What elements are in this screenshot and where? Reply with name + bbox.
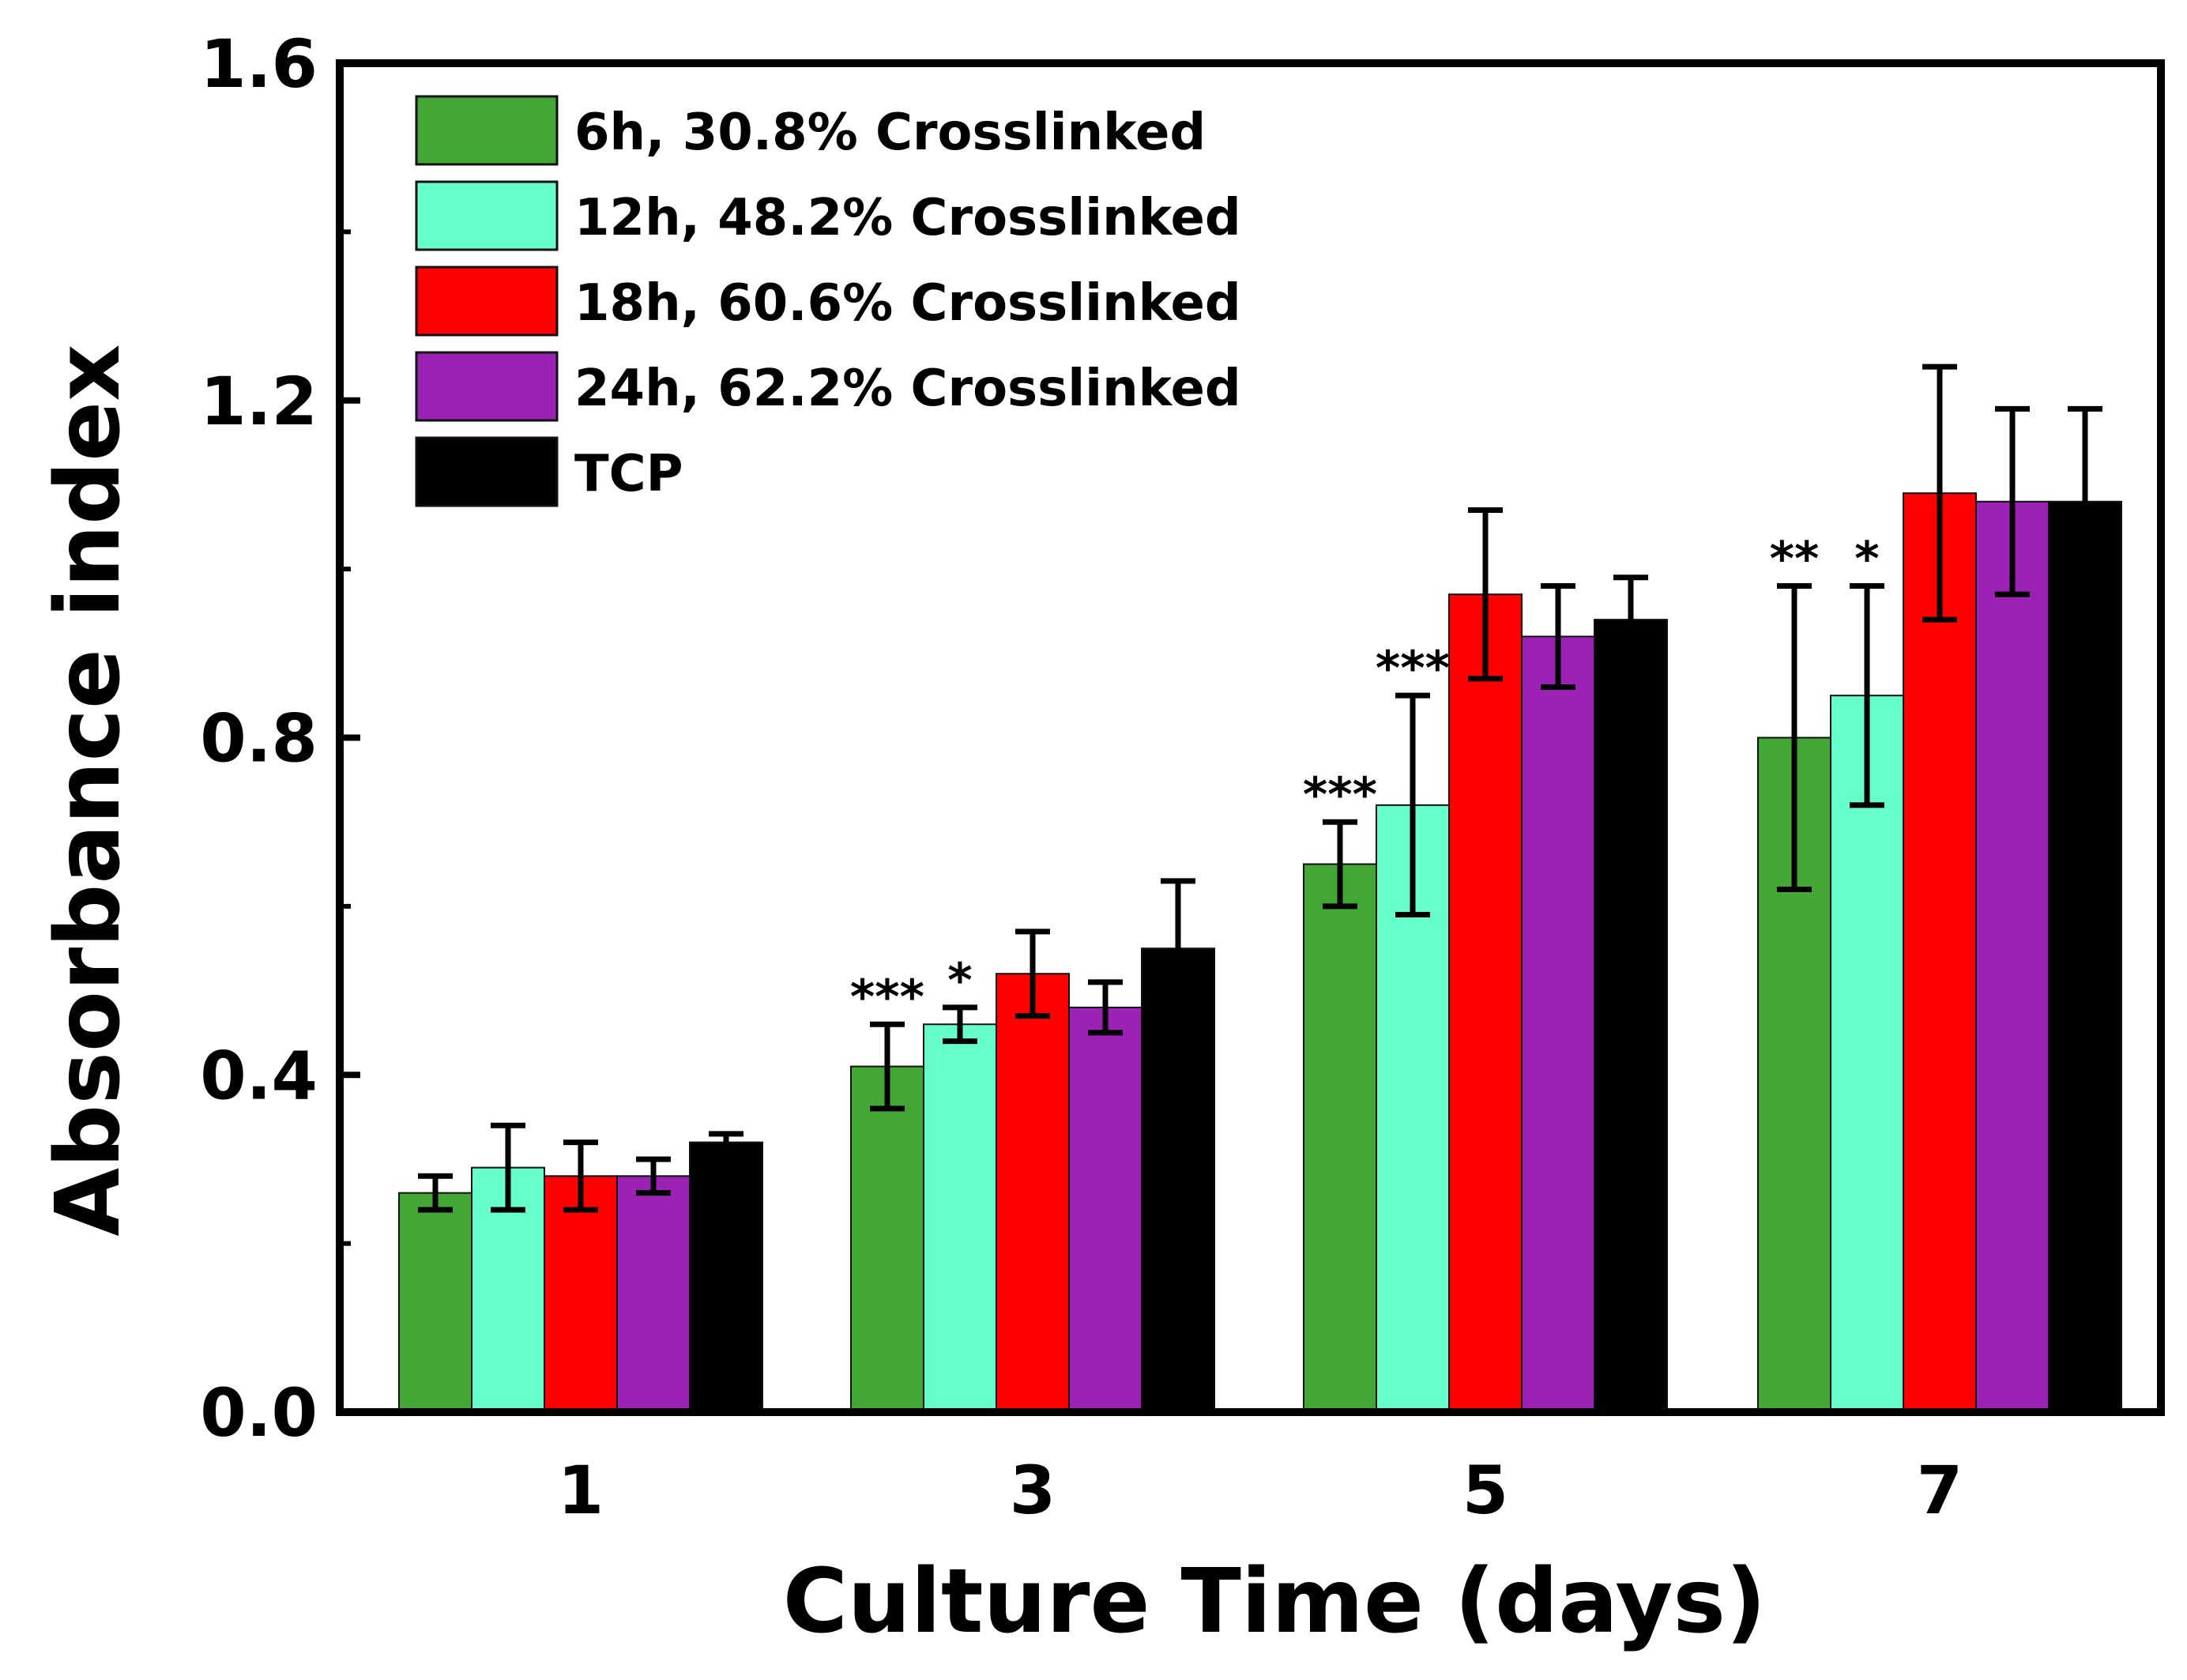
x-tick-label: 7 [1917, 1452, 1963, 1529]
error-bar-3-day-1 [563, 1139, 598, 1213]
significance-mark: * [947, 953, 972, 1008]
error-bar-1-day-3 [870, 1021, 905, 1112]
error-bar-4-day-5 [1541, 582, 1575, 690]
legend-label: 6h, 30.8% Crosslinked [574, 104, 1206, 162]
bar-4-day-7 [1975, 500, 2050, 1413]
x-tick-label: 5 [1462, 1452, 1508, 1529]
error-bar-5-day-1 [709, 1131, 743, 1154]
legend-item-3: 18h, 60.6% Crosslinked [415, 266, 1241, 337]
bar-3-day-3 [996, 973, 1070, 1413]
bar-5-day-1 [689, 1141, 763, 1413]
bar-4-day-5 [1521, 635, 1595, 1413]
x-tick-label: 3 [1010, 1452, 1056, 1529]
legend: 6h, 30.8% Crosslinked 12h, 48.2% Crosslin… [415, 95, 1241, 507]
error-bar-5-day-5 [1613, 574, 1648, 665]
legend-label: 12h, 48.2% Crosslinked [574, 189, 1241, 247]
bars-layer [398, 492, 2122, 1414]
bar-1-day-1 [398, 1192, 472, 1414]
error-bar-2-day-3 [943, 1004, 977, 1045]
legend-swatch [415, 436, 559, 507]
y-tick-label: 0.4 [200, 1037, 318, 1114]
y-axis-title: Absorbance index [37, 344, 140, 1236]
significance-mark: *** [1303, 767, 1377, 823]
legend-item-2: 12h, 48.2% Crosslinked [415, 180, 1241, 251]
significance-mark: *** [1376, 641, 1450, 696]
error-bar-3-day-7 [1922, 363, 1957, 623]
error-bar-2-day-5 [1395, 692, 1430, 918]
error-bar-5-day-3 [1161, 878, 1195, 1019]
legend-item-5: TCP [415, 436, 683, 507]
error-bars-layer [418, 363, 2102, 1213]
error-bar-4-day-1 [636, 1156, 671, 1196]
axes-layer: 0.0 0.4 0.8 1.2 1.6 1 3 5 7 [200, 25, 1963, 1529]
error-bar-1-day-5 [1323, 819, 1357, 910]
significance-mark: *** [850, 970, 924, 1025]
legend-swatch [415, 180, 559, 251]
error-bar-2-day-1 [491, 1122, 525, 1213]
significance-mark: * [1854, 531, 1879, 586]
significance-layer: ************* [850, 531, 1880, 1025]
legend-item-1: 6h, 30.8% Crosslinked [415, 95, 1206, 166]
legend-swatch [415, 351, 559, 422]
y-tick-label: 0.8 [200, 700, 318, 778]
error-bar-4-day-3 [1088, 979, 1123, 1036]
bar-3-day-7 [1903, 492, 1977, 1414]
error-bar-1-day-7 [1777, 582, 1812, 893]
error-bar-2-day-7 [1850, 582, 1884, 808]
error-bar-4-day-7 [1995, 405, 2030, 597]
legend-label: 18h, 60.6% Crosslinked [574, 274, 1241, 333]
error-bar-1-day-1 [418, 1173, 453, 1213]
y-tick-label: 1.6 [200, 25, 318, 103]
y-tick-label: 0.0 [200, 1374, 318, 1452]
x-tick-label: 1 [558, 1452, 604, 1529]
bar-5-day-3 [1141, 947, 1215, 1413]
bar-3-day-5 [1448, 593, 1523, 1413]
bar-2-day-7 [1830, 695, 1904, 1413]
legend-label: TCP [574, 445, 683, 503]
bar-2-day-3 [923, 1023, 997, 1414]
bar-5-day-5 [1594, 619, 1668, 1413]
legend-swatch [415, 95, 559, 166]
bar-5-day-7 [2048, 500, 2122, 1413]
bar-4-day-1 [616, 1175, 691, 1414]
bar-1-day-5 [1303, 863, 1377, 1413]
error-bar-3-day-5 [1468, 507, 1503, 682]
error-bar-5-day-7 [2068, 405, 2102, 597]
bar-1-day-3 [850, 1065, 924, 1414]
x-axis-title: Culture Time (days) [783, 1550, 1767, 1653]
legend-swatch [415, 266, 559, 337]
legend-label: 24h, 62.2% Crosslinked [574, 360, 1241, 418]
error-bar-3-day-3 [1015, 929, 1050, 1019]
significance-mark: ** [1770, 531, 1820, 586]
y-tick-label: 1.2 [200, 363, 318, 440]
bar-4-day-3 [1068, 1006, 1142, 1413]
legend-item-4: 24h, 62.2% Crosslinked [415, 351, 1241, 422]
